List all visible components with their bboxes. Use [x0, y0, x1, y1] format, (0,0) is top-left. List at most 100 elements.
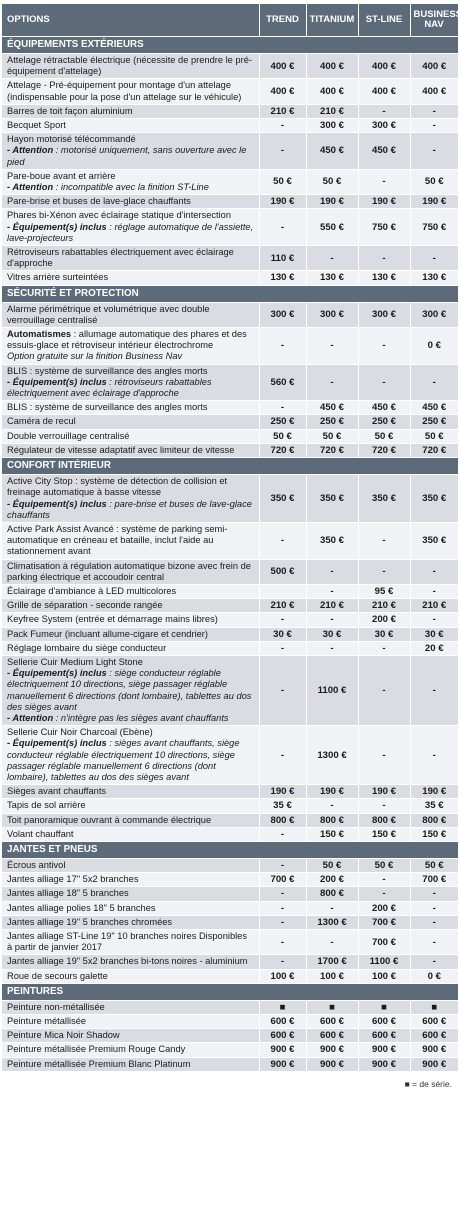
option-label-line: - Attention : incompatible avec la finit… [7, 182, 255, 193]
table-row: Pack Fumeur (incluant allume-cigare et c… [2, 626, 458, 642]
option-text: Jantes alliage 19" 5 branches chromées [7, 916, 173, 927]
price-titanium: 600 € [305, 1028, 358, 1043]
option-label: Écrous antivol [2, 857, 259, 873]
price-trend: - [258, 654, 306, 726]
option-label-line: Double verrouillage centralisé [7, 431, 255, 442]
price-business-nav: 50 € [409, 168, 458, 195]
option-label: Hayon motorisé télécommandé - Attention :… [2, 132, 259, 170]
option-text: BLIS : système de surveillance des angle… [7, 402, 208, 413]
option-text: Écrous antivol [7, 859, 66, 870]
option-label: Climatisation à régulation automatique b… [2, 558, 259, 585]
option-label: Toit panoramique ouvrant à commande élec… [2, 812, 259, 828]
table-row: Peinture métallisée Premium Rouge Candy 9… [2, 1042, 458, 1058]
price-trend: 350 € [258, 474, 306, 523]
option-label: Alarme périmétrique et volumétrique avec… [2, 301, 259, 328]
price-st-line: 300 € [357, 118, 410, 133]
option-label-line: Régulateur de vitesse adaptatif avec lim… [7, 445, 255, 456]
price-trend: 110 € [258, 245, 306, 271]
table-row: Peinture Mica Noir Shadow 600 €600 €600 €… [2, 1028, 458, 1043]
price-trend: 400 € [258, 52, 306, 79]
option-label: Jantes alliage 17" 5x2 branches [2, 872, 259, 887]
table-row: Vitres arrière surteintées 130 €130 €130 … [2, 270, 458, 286]
option-label: Jantes alliage 19" 5x2 branches bi-tons … [2, 954, 259, 970]
price-st-line: 300 € [357, 301, 410, 328]
option-label: Sièges avant chauffants [2, 784, 259, 799]
price-titanium: 900 € [305, 1042, 358, 1058]
price-st-line: - [357, 327, 410, 365]
option-text: Régulateur de vitesse adaptatif avec lim… [7, 444, 235, 455]
option-label: Peinture non-métallisée [2, 999, 259, 1015]
price-business-nav: 130 € [409, 270, 458, 286]
option-text: Alarme périmétrique et volumétrique avec… [7, 303, 210, 325]
price-trend: - [258, 857, 306, 873]
option-text: : allumage automatique des phares et des… [7, 329, 247, 351]
option-label: Jantes alliage 18" 5 branches [2, 886, 259, 902]
option-text: Vitres arrière surteintées [7, 272, 109, 283]
option-label-line: Becquet Sport [7, 120, 255, 131]
section-header-row: SÉCURITÉ ET PROTECTION [2, 284, 458, 303]
price-titanium: 300 € [305, 301, 358, 328]
option-label-line: - Attention : n'intègre pas les sièges a… [7, 713, 255, 724]
price-st-line: - [357, 654, 410, 726]
price-st-line: - [357, 521, 410, 560]
price-trend: - [258, 400, 306, 415]
option-label-line: Rétroviseurs rabattables électriquement … [7, 247, 255, 269]
price-st-line: 190 € [357, 194, 410, 209]
option-label: Vitres arrière surteintées [2, 270, 259, 286]
section-header-row: JANTES ET PNEUS [2, 840, 458, 859]
price-titanium: ■ [305, 999, 358, 1015]
price-business-nav: - [409, 583, 458, 599]
price-trend: 400 € [258, 78, 306, 105]
section-title: ÉQUIPEMENTS EXTÉRIEURS [2, 36, 458, 54]
price-titanium: 210 € [305, 598, 358, 613]
option-text: Réglage lombaire du siège conducteur [7, 642, 167, 653]
price-trend: 900 € [258, 1042, 306, 1058]
price-trend: 600 € [258, 1014, 306, 1029]
table-row: Rétroviseurs rabattables électriquement … [2, 245, 458, 271]
price-titanium: 450 € [305, 132, 358, 170]
option-text: Toit panoramique ouvrant à commande élec… [7, 814, 212, 825]
option-label: Roue de secours galette [2, 968, 259, 984]
option-label: Rétroviseurs rabattables électriquement … [2, 245, 259, 271]
note-keyword: - Équipement(s) inclus [7, 738, 107, 749]
option-label: Réglage lombaire du siège conducteur [2, 640, 259, 656]
price-st-line: 350 € [357, 474, 410, 523]
price-business-nav: - [409, 900, 458, 916]
options-price-table: OPTIONS TREND TITANIUM ST-LINE BUSINESS N… [2, 4, 460, 1071]
table-row: Peinture métallisée Premium Blanc Platin… [2, 1056, 458, 1071]
option-label-line: Pare-brise et buses de lave-glace chauff… [7, 196, 255, 207]
section-title: JANTES ET PNEUS [2, 840, 458, 859]
option-label-line: Peinture métallisée Premium Blanc Platin… [7, 1059, 255, 1070]
option-label-line: Barres de toit façon aluminium [7, 106, 255, 117]
price-trend: - [258, 954, 306, 970]
table-row: Pare-brise et buses de lave-glace chauff… [2, 194, 458, 209]
price-titanium: 250 € [305, 414, 358, 430]
option-text: Barres de toit façon aluminium [7, 105, 133, 116]
option-text: : siège conducteur réglable électriqueme… [7, 668, 252, 712]
price-st-line: - [357, 103, 410, 119]
price-business-nav: - [409, 245, 458, 271]
price-business-nav: 300 € [409, 301, 458, 328]
price-st-line: 600 € [357, 1014, 410, 1029]
option-label-line: Hayon motorisé télécommandé [7, 134, 255, 145]
price-business-nav: - [409, 928, 458, 955]
table-row: Active Park Assist Avancé : système de p… [2, 521, 458, 560]
option-label: Attelage rétractable électrique (nécessi… [2, 52, 259, 79]
price-st-line: 700 € [357, 928, 410, 955]
price-business-nav: 50 € [409, 857, 458, 873]
price-st-line: 95 € [357, 583, 410, 599]
price-business-nav: - [409, 954, 458, 970]
header-trend: TREND [259, 4, 307, 37]
table-body: ÉQUIPEMENTS EXTÉRIEURS Attelage rétractab… [2, 36, 458, 1071]
price-trend: - [258, 900, 306, 916]
price-titanium: 300 € [305, 118, 358, 133]
price-trend: 190 € [258, 194, 306, 209]
table-row: Peinture non-métallisée ■ ■ ■ ■ [2, 999, 458, 1015]
option-label-line: Toit panoramique ouvrant à commande élec… [7, 815, 255, 826]
option-text: : sièges avant chauffants, siège conduct… [7, 738, 240, 782]
price-titanium: 190 € [305, 784, 358, 799]
option-text: Jantes alliage 19" 5x2 branches bi-tons … [7, 956, 248, 967]
option-label-line: BLIS : système de surveillance des angle… [7, 366, 255, 377]
price-st-line: - [357, 798, 410, 814]
price-st-line: - [357, 872, 410, 887]
